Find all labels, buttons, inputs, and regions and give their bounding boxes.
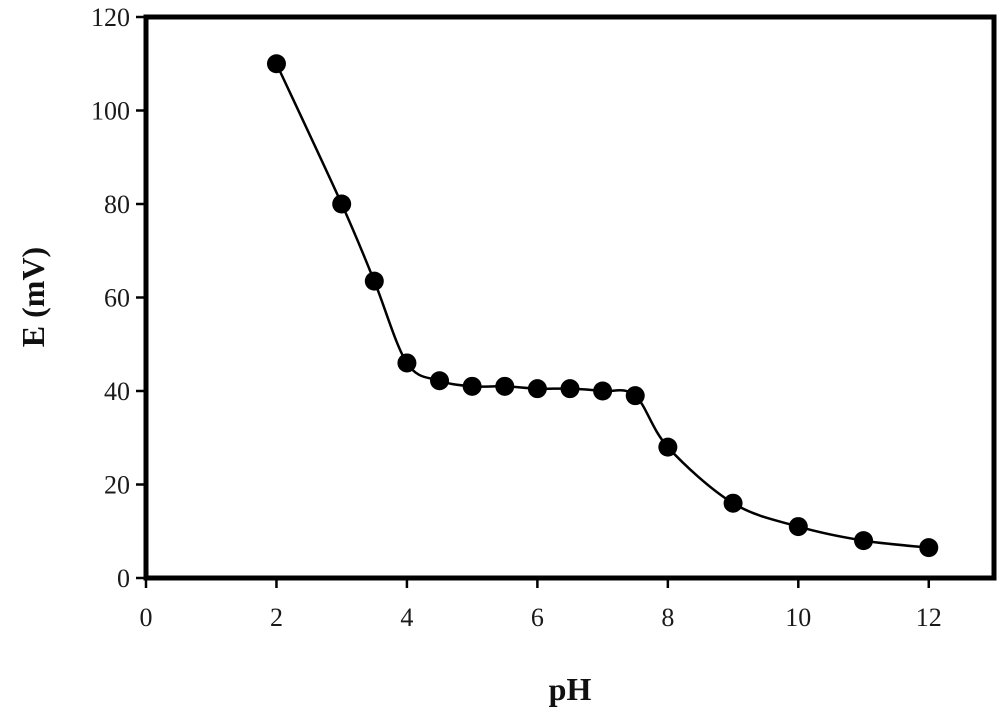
data-point xyxy=(723,493,743,513)
data-point xyxy=(658,437,678,457)
data-point xyxy=(397,353,417,373)
data-point xyxy=(364,271,384,291)
x-tick-label: 8 xyxy=(661,603,674,632)
x-tick-label: 6 xyxy=(531,603,544,632)
data-point xyxy=(527,379,547,399)
x-axis-tick-labels: 0 2 4 6 8 10 12 xyxy=(140,603,942,632)
x-tick-label: 0 xyxy=(140,603,153,632)
x-tick-label: 2 xyxy=(270,603,283,632)
y-tick-label: 60 xyxy=(104,284,130,313)
x-tick-label: 12 xyxy=(916,603,942,632)
plot-area xyxy=(136,14,997,588)
y-tick-label: 100 xyxy=(91,97,130,126)
data-point xyxy=(625,386,645,406)
series-points xyxy=(266,54,939,558)
y-tick-label: 0 xyxy=(117,564,130,593)
x-axis-title: pH xyxy=(549,671,592,707)
data-point xyxy=(560,379,580,399)
series-line xyxy=(275,63,929,549)
y-tick-label: 120 xyxy=(91,3,130,32)
data-point xyxy=(332,194,352,214)
data-point xyxy=(593,381,613,401)
data-point xyxy=(919,538,939,558)
data-point xyxy=(430,371,450,391)
y-tick-label: 80 xyxy=(104,190,130,219)
x-tick-label: 10 xyxy=(785,603,811,632)
y-tick-label: 20 xyxy=(104,471,130,500)
y-tick-label: 40 xyxy=(104,377,130,406)
data-point xyxy=(854,531,874,551)
x-axis-ticks xyxy=(144,578,931,588)
y-axis-title: E (mV) xyxy=(15,247,51,347)
data-point xyxy=(495,376,515,396)
data-point xyxy=(266,54,286,74)
plot-frame xyxy=(143,14,997,581)
x-tick-label: 4 xyxy=(400,603,413,632)
y-axis-ticks xyxy=(136,15,146,580)
y-axis-tick-labels: 0 20 40 60 80 100 120 xyxy=(91,3,130,593)
data-point xyxy=(462,376,482,396)
data-point xyxy=(788,517,808,537)
